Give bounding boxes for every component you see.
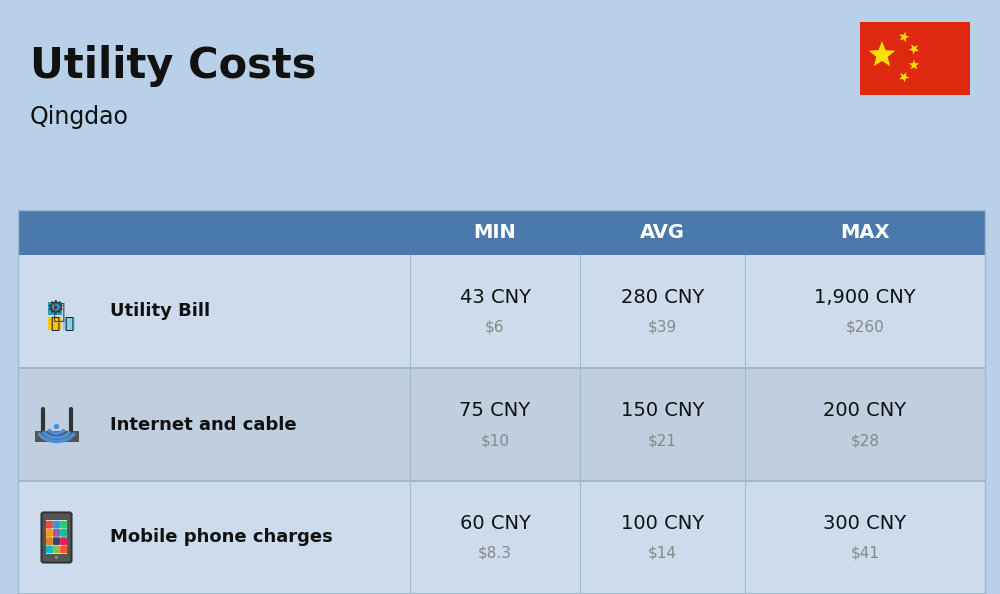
Text: Internet and cable: Internet and cable [110,415,297,434]
Bar [745,481,746,594]
Bar [410,368,411,481]
Circle shape [54,425,58,428]
Text: 🚿: 🚿 [65,315,74,331]
Text: $28: $28 [850,433,880,448]
Bar [410,255,411,368]
Text: 200 CNY: 200 CNY [823,401,907,420]
Bar [63,317,75,330]
Bar [860,22,970,95]
Text: Qingdao: Qingdao [30,105,129,129]
Bar [18,367,985,369]
Text: 1,900 CNY: 1,900 CNY [814,288,916,307]
Text: 🔌: 🔌 [50,315,59,331]
Polygon shape [899,72,909,83]
Bar [580,481,581,594]
FancyBboxPatch shape [46,545,53,554]
Bar [18,255,985,368]
Bar [46,520,67,554]
Polygon shape [909,44,919,55]
Text: 100 CNY: 100 CNY [621,514,704,533]
FancyBboxPatch shape [53,521,60,529]
Bar [580,368,581,481]
Text: MIN: MIN [474,223,516,242]
FancyBboxPatch shape [60,529,67,537]
Text: $260: $260 [846,320,884,335]
Bar [48,302,62,315]
Text: $21: $21 [648,433,677,448]
Bar [410,481,411,594]
FancyBboxPatch shape [60,521,67,529]
Polygon shape [869,41,895,67]
FancyBboxPatch shape [53,529,60,537]
Text: $14: $14 [648,546,677,561]
Bar [18,210,985,255]
Bar [580,255,581,368]
FancyBboxPatch shape [46,538,53,545]
Circle shape [54,555,59,560]
Text: 300 CNY: 300 CNY [823,514,907,533]
Text: ⚙: ⚙ [46,299,64,318]
Text: $8.3: $8.3 [478,546,512,561]
Bar [34,431,78,441]
Bar [18,210,985,594]
Text: 60 CNY: 60 CNY [460,514,530,533]
Text: 150 CNY: 150 CNY [621,401,704,420]
Polygon shape [899,31,909,42]
Bar [18,368,985,481]
FancyBboxPatch shape [53,538,60,545]
Bar [18,480,985,482]
Bar [745,368,746,481]
Text: Utility Bill: Utility Bill [110,302,210,321]
FancyBboxPatch shape [46,529,53,537]
Bar [18,481,985,594]
Bar [18,593,985,594]
FancyBboxPatch shape [46,521,53,529]
Bar [48,317,61,330]
FancyBboxPatch shape [53,545,60,554]
Text: AVG: AVG [640,223,685,242]
Text: Utility Costs: Utility Costs [30,45,316,87]
Text: 280 CNY: 280 CNY [621,288,704,307]
Text: $6: $6 [485,320,505,335]
Polygon shape [909,59,919,69]
FancyBboxPatch shape [42,513,72,563]
FancyBboxPatch shape [60,538,67,545]
Text: $41: $41 [850,546,880,561]
Bar [745,255,746,368]
Text: $10: $10 [480,433,510,448]
Text: MAX: MAX [840,223,890,242]
Text: $39: $39 [648,320,677,335]
FancyBboxPatch shape [60,545,67,554]
Text: 👤: 👤 [52,302,65,321]
Text: 75 CNY: 75 CNY [459,401,531,420]
Text: Mobile phone charges: Mobile phone charges [110,529,333,546]
Text: 43 CNY: 43 CNY [460,288,530,307]
